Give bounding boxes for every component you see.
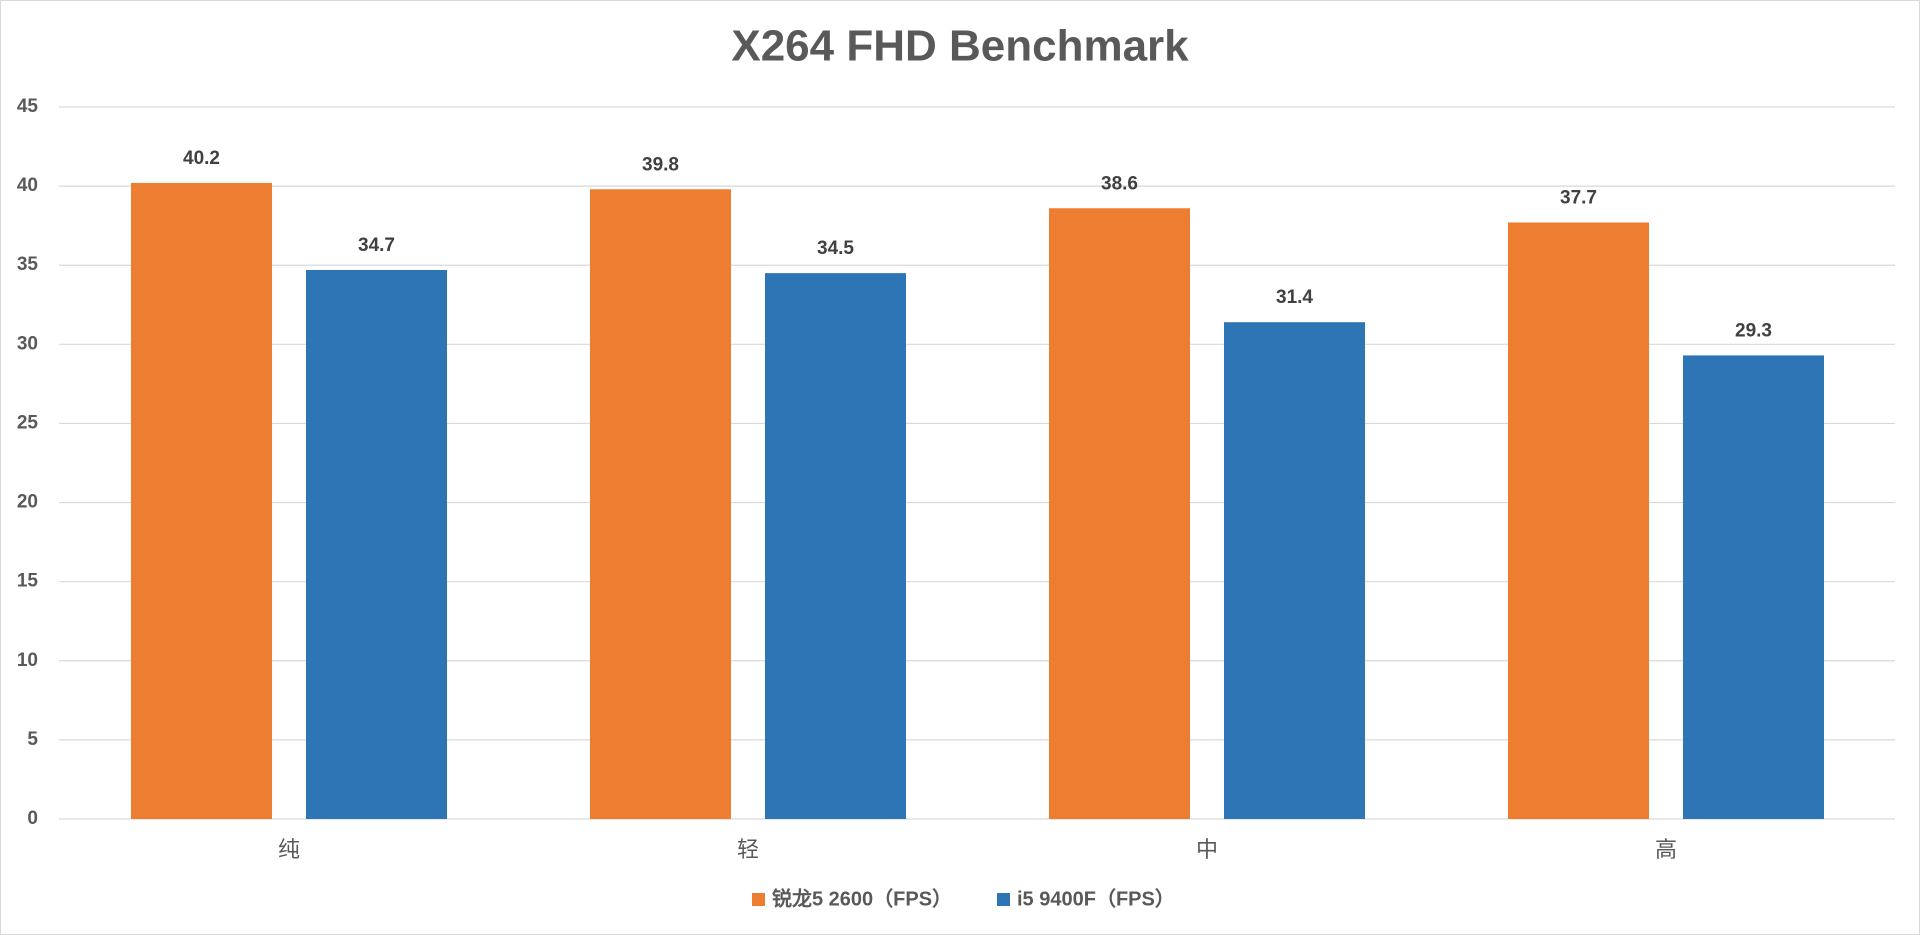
legend-label: i5 9400F（FPS） (1017, 887, 1175, 910)
bar (1508, 222, 1649, 820)
y-tick-label: 30 (17, 333, 38, 354)
bar (131, 182, 272, 820)
y-tick-label: 45 (17, 96, 39, 117)
x-tick-label: 中 (1196, 837, 1218, 862)
x-tick-label: 高 (1655, 837, 1677, 862)
value-label: 39.8 (642, 154, 679, 175)
value-label: 37.7 (1560, 188, 1597, 209)
legend-swatch (997, 893, 1010, 906)
legend-label: 锐龙5 2600（FPS） (772, 886, 952, 910)
bar (1049, 208, 1190, 820)
value-label: 29.3 (1735, 320, 1772, 341)
y-tick-label: 35 (17, 254, 39, 275)
bar (1683, 355, 1824, 819)
x-tick-label: 纯 (278, 837, 300, 862)
y-tick-label: 20 (17, 492, 38, 513)
value-label: 34.7 (358, 235, 395, 256)
chart-title: X264 FHD Benchmark (731, 22, 1189, 71)
y-tick-label: 10 (17, 650, 38, 671)
value-label: 31.4 (1276, 287, 1313, 308)
y-tick-label: 5 (27, 729, 38, 750)
value-label: 40.2 (183, 148, 220, 169)
y-tick-label: 15 (17, 571, 39, 592)
bar (306, 269, 447, 820)
bar (590, 189, 731, 819)
y-tick-label: 25 (17, 412, 39, 433)
y-tick-label: 0 (27, 808, 38, 829)
x-tick-label: 轻 (737, 837, 759, 862)
bar (765, 273, 906, 820)
value-label: 38.6 (1101, 173, 1138, 194)
bar (1224, 322, 1365, 819)
value-label: 34.5 (817, 238, 854, 259)
legend-swatch (752, 893, 765, 906)
y-tick-label: 40 (17, 175, 38, 196)
